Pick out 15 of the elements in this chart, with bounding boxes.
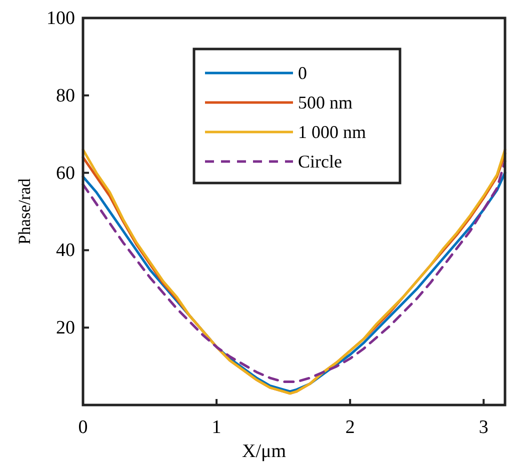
x-axis-title: X/μm [242,441,286,462]
legend-label: 1 000 nm [298,122,366,142]
y-tick-label: 100 [46,8,75,29]
y-tick-label: 60 [56,162,75,184]
legend-label: 0 [298,63,307,83]
legend-label: Circle [298,152,342,172]
y-tick-label: 80 [56,85,75,106]
x-tick-label: 1 [212,417,222,438]
x-tick-label: 3 [478,417,488,438]
x-tick-label: 2 [345,417,355,438]
legend-label: 500 nm [298,92,353,112]
y-tick-label: 20 [56,318,75,339]
x-tick-label: 0 [78,417,88,438]
y-axis-title: Phase/rad [15,178,34,245]
y-tick-label: 40 [56,240,75,262]
